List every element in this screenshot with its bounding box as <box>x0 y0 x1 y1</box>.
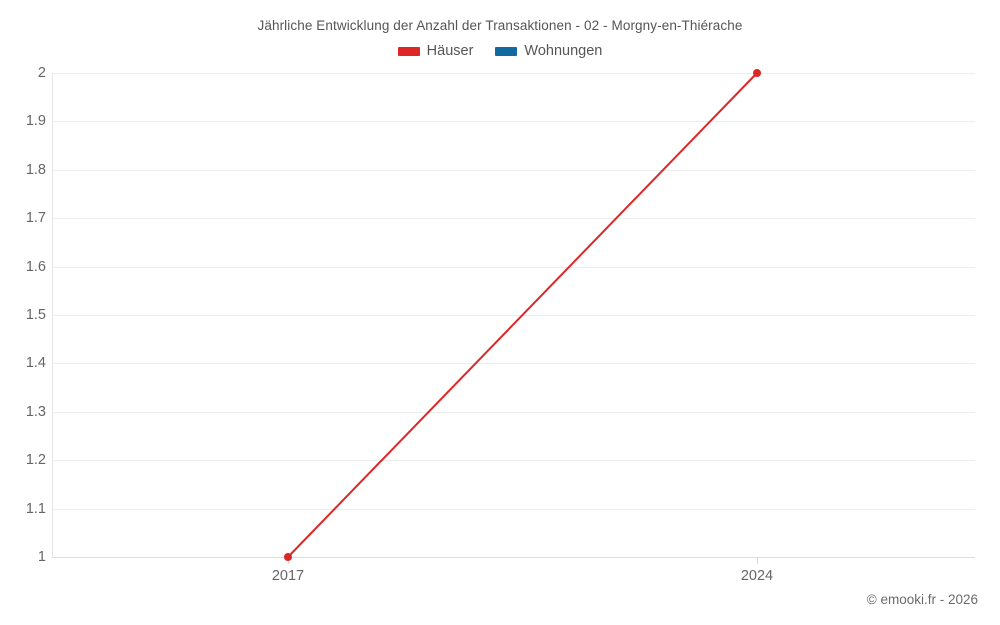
chart-title: Jährliche Entwicklung der Anzahl der Tra… <box>257 18 743 33</box>
grid-line <box>52 411 975 413</box>
y-axis-tick-label: 1.4 <box>25 355 46 372</box>
y-axis-tick-label: 1.8 <box>25 161 46 178</box>
x-axis-tick-label: 2017 <box>271 568 305 584</box>
grid-line <box>52 363 975 365</box>
y-axis-spine <box>52 73 53 558</box>
grid-line <box>52 315 975 316</box>
y-axis-tick-labels: 2 1.9 1.8 1.7 1.6 1.5 1.4 1.3 1.2 1.1 1 <box>0 0 46 625</box>
y-axis-tick-label: 1.6 <box>25 258 46 275</box>
legend-label-hauser: Häuser <box>426 43 474 59</box>
grid-line <box>52 218 975 220</box>
grid-line <box>52 169 975 171</box>
y-axis-tick-label: 1.1 <box>25 500 46 517</box>
y-axis-tick-label: 1.7 <box>25 210 46 227</box>
data-point-marker[interactable] <box>753 69 761 77</box>
y-axis-tick-label: 1 <box>37 549 46 565</box>
y-axis-tick-label: 2 <box>37 65 46 81</box>
grid-line <box>52 508 975 510</box>
footer-credit: © emooki.fr - 2026 <box>866 592 978 607</box>
chart-legend: Häuser Wohnungen <box>0 44 1000 59</box>
grid-line <box>52 557 975 558</box>
grid-line <box>52 73 975 74</box>
y-axis-tick-label: 1.5 <box>25 307 46 323</box>
x-axis-tick-label: 2024 <box>740 568 774 584</box>
data-point-marker[interactable] <box>284 553 292 561</box>
y-axis-tick-label: 1.2 <box>25 452 46 469</box>
y-axis-tick-label: 1.3 <box>25 403 46 420</box>
legend-item-wohnungen[interactable]: Wohnungen <box>495 44 602 59</box>
legend-label-wohnungen: Wohnungen <box>524 43 603 59</box>
plot-area <box>52 73 975 558</box>
x-axis-tick-mark <box>757 557 758 564</box>
y-axis-tick-label: 1.9 <box>25 113 46 130</box>
legend-swatch-icon-hauser <box>397 46 420 56</box>
grid-line <box>52 460 975 462</box>
legend-item-hauser[interactable]: Häuser <box>397 43 474 59</box>
grid-line <box>52 121 975 123</box>
legend-swatch-icon-wohnungen <box>495 46 518 56</box>
grid-line <box>52 266 975 268</box>
